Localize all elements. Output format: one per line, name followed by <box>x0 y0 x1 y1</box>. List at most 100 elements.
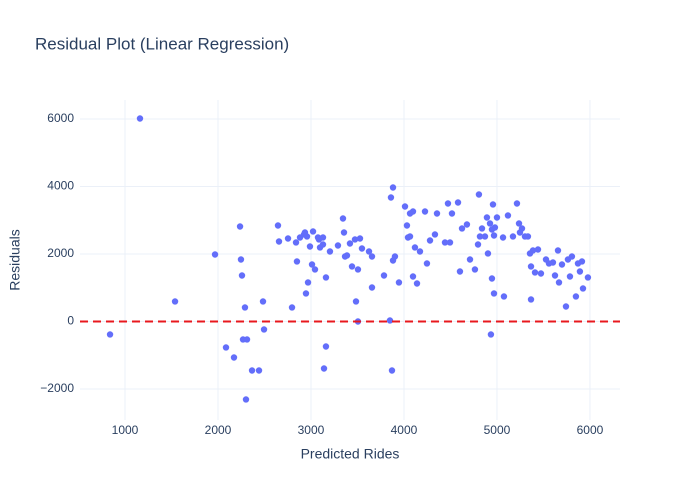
point <box>248 367 256 374</box>
point <box>322 343 330 350</box>
chart-title: Residual Plot (Linear Regression) <box>35 34 289 53</box>
x-tick-label: 3000 <box>298 423 325 437</box>
point <box>406 233 414 240</box>
point <box>352 298 360 305</box>
point <box>466 256 474 263</box>
point <box>558 261 566 268</box>
point <box>483 214 491 221</box>
x-axis-title: Predicted Rides <box>301 446 400 462</box>
point <box>458 225 466 232</box>
point <box>395 279 403 286</box>
point <box>527 263 535 270</box>
point <box>527 296 535 303</box>
x-tick-label: 4000 <box>391 423 418 437</box>
point <box>241 304 249 311</box>
point <box>576 268 584 275</box>
point <box>431 231 439 238</box>
point <box>365 248 373 255</box>
point <box>566 273 574 280</box>
point <box>386 317 394 324</box>
point <box>322 274 330 281</box>
point <box>409 273 417 280</box>
point <box>489 201 497 208</box>
point <box>255 367 263 374</box>
point <box>490 232 498 239</box>
point <box>309 228 317 235</box>
point <box>493 214 501 221</box>
point <box>340 229 348 236</box>
x-tick-label: 6000 <box>577 423 604 437</box>
point <box>444 200 452 207</box>
point <box>304 279 312 286</box>
point <box>423 260 431 267</box>
point <box>446 239 454 246</box>
point <box>568 253 576 260</box>
y-axis-title: Residuals <box>7 229 23 290</box>
x-tick-label: 1000 <box>112 423 139 437</box>
point <box>306 243 314 250</box>
point <box>311 266 319 273</box>
point <box>554 247 562 254</box>
point <box>275 238 283 245</box>
point <box>534 246 542 253</box>
point <box>403 222 411 229</box>
point <box>389 184 397 191</box>
point <box>230 354 238 361</box>
y-tick-label: 6000 <box>47 111 74 125</box>
point <box>471 266 479 273</box>
point <box>562 303 570 310</box>
point <box>343 252 351 259</box>
y-tick-label: 4000 <box>47 179 74 193</box>
point <box>348 263 356 270</box>
point <box>380 272 388 279</box>
point <box>463 221 471 228</box>
point <box>401 203 409 210</box>
point <box>475 191 483 198</box>
point <box>326 248 334 255</box>
x-tick-label: 5000 <box>484 423 511 437</box>
point <box>409 208 417 215</box>
point <box>524 233 532 240</box>
point <box>320 365 328 372</box>
point <box>319 241 327 248</box>
point <box>259 298 267 305</box>
point <box>389 257 397 264</box>
point <box>499 234 507 241</box>
point <box>243 336 251 343</box>
point <box>387 194 395 201</box>
point <box>456 268 464 275</box>
point <box>368 284 376 291</box>
point <box>292 239 300 246</box>
point <box>171 298 179 305</box>
point <box>478 225 486 232</box>
point <box>222 344 230 351</box>
point <box>260 326 268 333</box>
point <box>578 258 586 265</box>
point <box>509 233 517 240</box>
point <box>236 223 244 230</box>
point <box>339 215 347 222</box>
point <box>288 304 296 311</box>
point <box>274 222 282 229</box>
point <box>242 396 250 403</box>
point <box>346 240 354 247</box>
point <box>388 367 396 374</box>
point <box>308 261 316 268</box>
point <box>421 208 429 215</box>
point <box>448 210 456 217</box>
point <box>481 233 489 240</box>
y-tick-label: 2000 <box>47 246 74 260</box>
point <box>293 258 301 265</box>
point <box>237 256 245 263</box>
point <box>579 285 587 292</box>
point <box>302 290 310 297</box>
point <box>549 259 557 266</box>
point <box>368 253 376 260</box>
point <box>334 242 342 249</box>
point <box>211 251 219 258</box>
point <box>555 279 563 286</box>
point <box>433 210 441 217</box>
x-tick-label: 2000 <box>205 423 232 437</box>
point <box>484 250 492 257</box>
